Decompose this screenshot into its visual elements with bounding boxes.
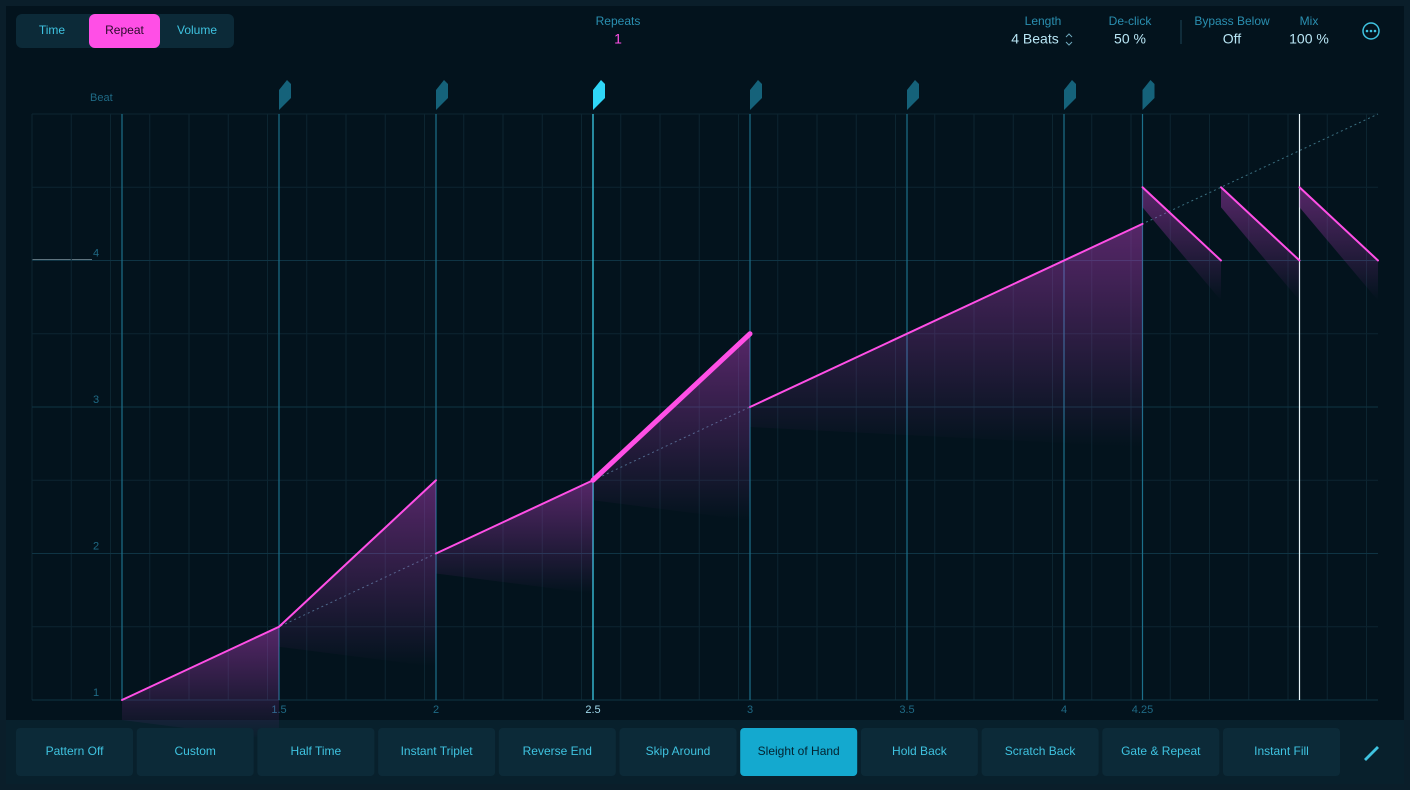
param-value[interactable]: 4 Beats (1011, 31, 1058, 47)
segment-line (435, 479, 594, 555)
graph-panel (6, 6, 1404, 720)
preset-label[interactable]: Instant Triplet (401, 744, 474, 758)
param-label: Mix (1300, 14, 1319, 28)
x-tick-label: 4.25 (1132, 704, 1153, 716)
segment-line (1141, 186, 1222, 262)
segment-shade (122, 626, 279, 740)
preset-button[interactable] (619, 728, 737, 776)
y-tick-label: 1 (93, 687, 99, 699)
slice-flag[interactable] (1142, 80, 1155, 110)
preset-label[interactable]: Custom (175, 744, 216, 758)
param-value[interactable]: 1 (614, 31, 622, 47)
pencil-button[interactable] (1364, 746, 1379, 761)
segment-shade (750, 223, 1143, 447)
segment-line (749, 222, 1144, 408)
preset-button[interactable] (136, 728, 254, 776)
preset-button[interactable] (378, 728, 496, 776)
slice-flag[interactable] (907, 80, 919, 110)
preset-button[interactable] (1223, 728, 1340, 776)
slice-flag[interactable] (279, 80, 291, 110)
preset-label[interactable]: Gate & Repeat (1121, 744, 1201, 758)
param-label: De-click (1109, 14, 1153, 28)
stepper-icon (1065, 33, 1073, 46)
param-value[interactable]: 100 % (1289, 31, 1329, 47)
preset-button[interactable] (860, 728, 978, 776)
preset-button[interactable] (740, 728, 858, 776)
tab-label[interactable]: Repeat (105, 23, 144, 37)
preset-button[interactable] (16, 728, 133, 776)
segment-shade (1142, 187, 1221, 301)
tab-active[interactable] (89, 14, 160, 48)
preset-label[interactable]: Hold Back (892, 744, 948, 758)
slice-flag[interactable] (436, 80, 448, 110)
segment-line (1298, 186, 1379, 262)
slice-flag[interactable] (593, 80, 605, 110)
param-label: Repeats (596, 14, 641, 28)
preset-label[interactable]: Reverse End (523, 744, 592, 758)
segment-shade (436, 480, 593, 594)
preset-button[interactable] (498, 728, 616, 776)
tab-label[interactable]: Time (39, 23, 66, 37)
segment-shade (1299, 187, 1378, 301)
segment-line (1220, 186, 1301, 262)
y-tick-label: 3 (93, 394, 99, 406)
y-tick-label: 2 (93, 540, 99, 552)
segment-shade (593, 333, 750, 521)
preset-label[interactable]: Scratch Back (1005, 744, 1077, 758)
param-label: Length (1025, 14, 1062, 28)
preset-label[interactable]: Sleight of Hand (758, 744, 840, 758)
slice-flag[interactable] (1064, 80, 1076, 110)
segment-line (278, 479, 437, 628)
more-button[interactable] (1362, 22, 1380, 40)
x-tick-label: 2 (433, 704, 439, 716)
y-tick-label: 4 (93, 247, 99, 259)
preset-label[interactable]: Pattern Off (46, 744, 104, 758)
param-value[interactable]: 50 % (1114, 31, 1146, 47)
segment-line (590, 331, 753, 483)
x-tick-label: 4 (1061, 704, 1067, 716)
x-tick-label: 3.5 (899, 704, 914, 716)
preset-button[interactable] (257, 728, 375, 776)
preset-button[interactable] (981, 728, 1099, 776)
preset-label[interactable]: Skip Around (646, 744, 711, 758)
preset-label[interactable]: Half Time (291, 744, 342, 758)
segment-shade (1221, 187, 1300, 301)
y-axis-label: Beat (90, 92, 113, 104)
segment-line (121, 625, 280, 701)
preset-button[interactable] (1102, 728, 1220, 776)
x-tick-label: 2.5 (585, 704, 600, 716)
param-label: Bypass Below (1194, 14, 1270, 28)
preset-label[interactable]: Instant Fill (1254, 744, 1309, 758)
tab-label[interactable]: Volume (177, 23, 217, 37)
slice-flag[interactable] (750, 80, 762, 110)
segment-shade (279, 480, 436, 667)
more-dots (1365, 29, 1377, 33)
param-value[interactable]: Off (1223, 31, 1242, 47)
x-tick-label: 3 (747, 704, 753, 716)
